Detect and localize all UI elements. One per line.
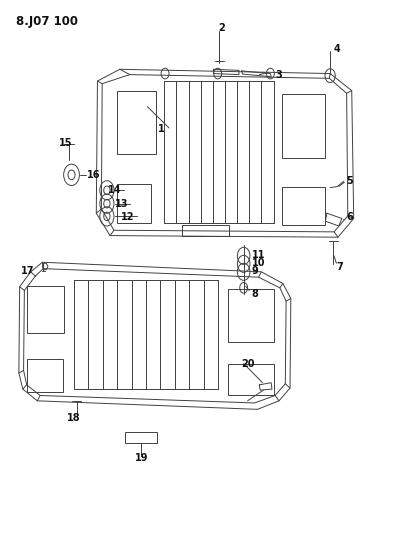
Text: 17: 17	[21, 266, 35, 276]
Text: 6: 6	[347, 213, 353, 222]
Text: 20: 20	[241, 359, 255, 368]
Text: 8: 8	[252, 289, 258, 299]
Text: 2: 2	[218, 23, 225, 33]
Text: 19: 19	[135, 454, 148, 463]
Text: 5: 5	[347, 176, 353, 186]
Bar	[117, 184, 151, 223]
Text: 12: 12	[121, 213, 134, 222]
Bar	[27, 286, 64, 333]
Text: 7: 7	[336, 262, 343, 271]
Bar	[182, 225, 229, 236]
Text: 14: 14	[108, 185, 121, 195]
Text: 11: 11	[252, 250, 265, 260]
Text: 1: 1	[158, 124, 165, 134]
Text: 13: 13	[115, 199, 128, 209]
Bar	[117, 91, 156, 154]
Bar	[282, 94, 325, 158]
Text: 15: 15	[59, 138, 73, 148]
Bar	[228, 364, 274, 395]
Bar	[125, 432, 157, 443]
Bar	[228, 289, 274, 342]
Text: 8.J07 100: 8.J07 100	[16, 15, 78, 28]
Bar	[282, 187, 325, 225]
Text: 18: 18	[67, 414, 81, 423]
Text: 9: 9	[252, 266, 258, 276]
Text: 10: 10	[252, 259, 265, 268]
Text: 16: 16	[87, 170, 101, 180]
Text: 3: 3	[275, 70, 282, 79]
Bar	[27, 359, 63, 392]
Text: 4: 4	[333, 44, 340, 54]
